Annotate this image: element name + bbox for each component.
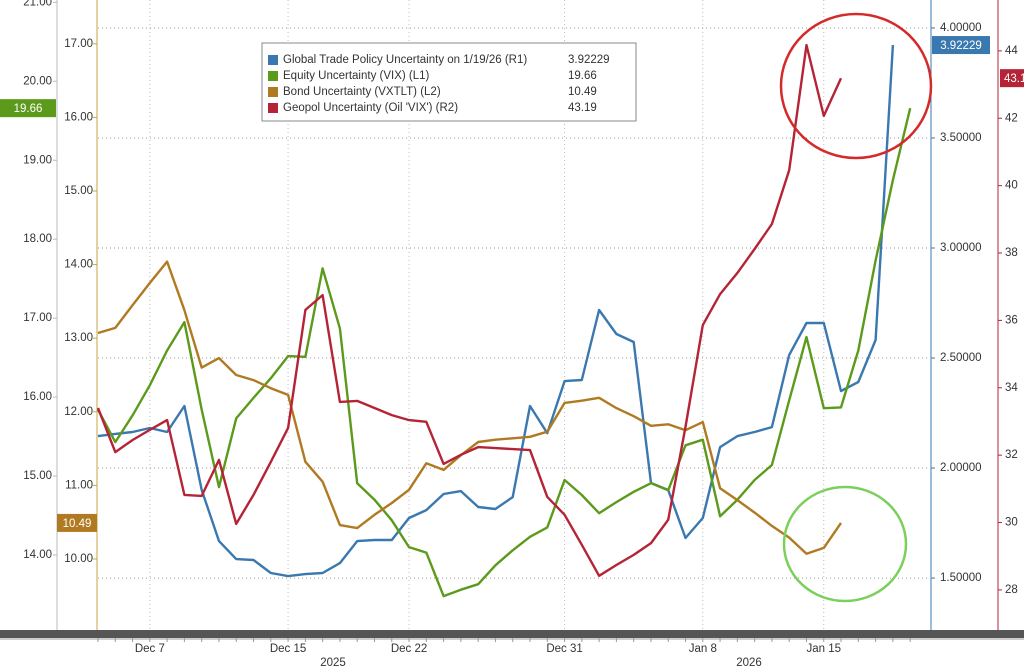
legend-swatch bbox=[268, 103, 278, 113]
value-tag bbox=[1000, 69, 1024, 88]
y-tick-label: 11.00 bbox=[65, 479, 93, 491]
legend-value: 19.66 bbox=[568, 70, 597, 82]
value-tag bbox=[932, 36, 990, 55]
y-tick-label: 20.00 bbox=[23, 75, 52, 87]
y-tick-label: 32 bbox=[1005, 449, 1018, 461]
y-tick-label: 16.00 bbox=[64, 111, 93, 123]
y-tick-label: 2.50000 bbox=[940, 352, 982, 364]
x-tick-label: Dec 22 bbox=[391, 643, 427, 655]
legend-value: 43.19 bbox=[568, 102, 597, 114]
y-tick-label: 17.00 bbox=[23, 312, 52, 324]
series-line bbox=[97, 44, 895, 578]
value-tag-label: 10.49 bbox=[63, 518, 92, 530]
value-tag bbox=[0, 99, 56, 118]
value-tag-label: 19.66 bbox=[14, 103, 43, 115]
y-tick-label: 18.00 bbox=[23, 233, 52, 245]
legend-label: Equity Uncertainty (VIX) (L1) bbox=[283, 70, 430, 82]
y-tick-label: 30 bbox=[1005, 517, 1018, 529]
y-tick-label: 3.50000 bbox=[940, 132, 982, 144]
legend-swatch bbox=[268, 87, 278, 97]
y-tick-label: 34 bbox=[1005, 382, 1018, 394]
y-tick-label: 15.00 bbox=[64, 185, 93, 197]
x-group-label: 2026 bbox=[736, 657, 762, 669]
y-tick-label: 40 bbox=[1005, 180, 1018, 192]
y-tick-label: 21.00 bbox=[23, 0, 52, 8]
y-tick-label: 36 bbox=[1005, 314, 1018, 326]
x-tick-label: Dec 31 bbox=[546, 643, 582, 655]
value-tag-label: 3.92229 bbox=[940, 40, 982, 52]
x-axis-bar bbox=[0, 630, 1024, 638]
y-tick-label: 1.50000 bbox=[940, 572, 982, 584]
series-line bbox=[96, 43, 843, 577]
legend-box bbox=[261, 42, 637, 122]
legend: Global Trade Policy Uncertainty on 1/19/… bbox=[261, 42, 637, 122]
y-tick-label: 28 bbox=[1005, 584, 1018, 596]
annotation-circle bbox=[782, 485, 908, 603]
legend-label: Global Trade Policy Uncertainty on 1/19/… bbox=[283, 54, 527, 66]
y-tick-label: 16.00 bbox=[23, 391, 52, 403]
y-tick-label: 44 bbox=[1005, 45, 1018, 57]
x-group-label: 2025 bbox=[320, 657, 346, 669]
y-tick-label: 38 bbox=[1005, 247, 1018, 259]
x-tick-label: Jan 15 bbox=[806, 643, 841, 655]
y-tick-label: 2.00000 bbox=[940, 462, 982, 474]
value-tag-label: 43.19 bbox=[1004, 73, 1024, 85]
legend-label: Geopol Uncertainty (Oil 'VIX') (R2) bbox=[283, 102, 458, 114]
series-line bbox=[96, 107, 912, 598]
legend-swatch bbox=[268, 55, 278, 65]
y-tick-label: 19.00 bbox=[23, 154, 52, 166]
y-tick-label: 13.00 bbox=[64, 332, 93, 344]
value-tag bbox=[57, 513, 97, 532]
x-tick-label: Jan 8 bbox=[689, 643, 717, 655]
x-tick-label: Dec 7 bbox=[135, 643, 165, 655]
y-tick-label: 14.00 bbox=[64, 259, 93, 271]
y-tick-label: 15.00 bbox=[23, 470, 52, 482]
legend-value: 3.92229 bbox=[568, 54, 610, 66]
y-tick-label: 3.00000 bbox=[940, 242, 982, 254]
legend-swatch bbox=[268, 71, 278, 81]
legend-value: 10.49 bbox=[568, 86, 597, 98]
y-tick-label: 14.00 bbox=[23, 549, 52, 561]
y-tick-label: 10.00 bbox=[64, 553, 93, 565]
series-line bbox=[97, 260, 842, 555]
y-tick-label: 17.00 bbox=[64, 38, 93, 50]
y-tick-label: 4.00000 bbox=[940, 22, 982, 34]
y-tick-label: 42 bbox=[1005, 112, 1018, 124]
legend-label: Bond Uncertainty (VXTLT) (L2) bbox=[283, 86, 441, 98]
annotation-circle bbox=[779, 12, 933, 160]
x-tick-label: Dec 15 bbox=[270, 643, 306, 655]
y-tick-label: 12.00 bbox=[64, 406, 93, 418]
